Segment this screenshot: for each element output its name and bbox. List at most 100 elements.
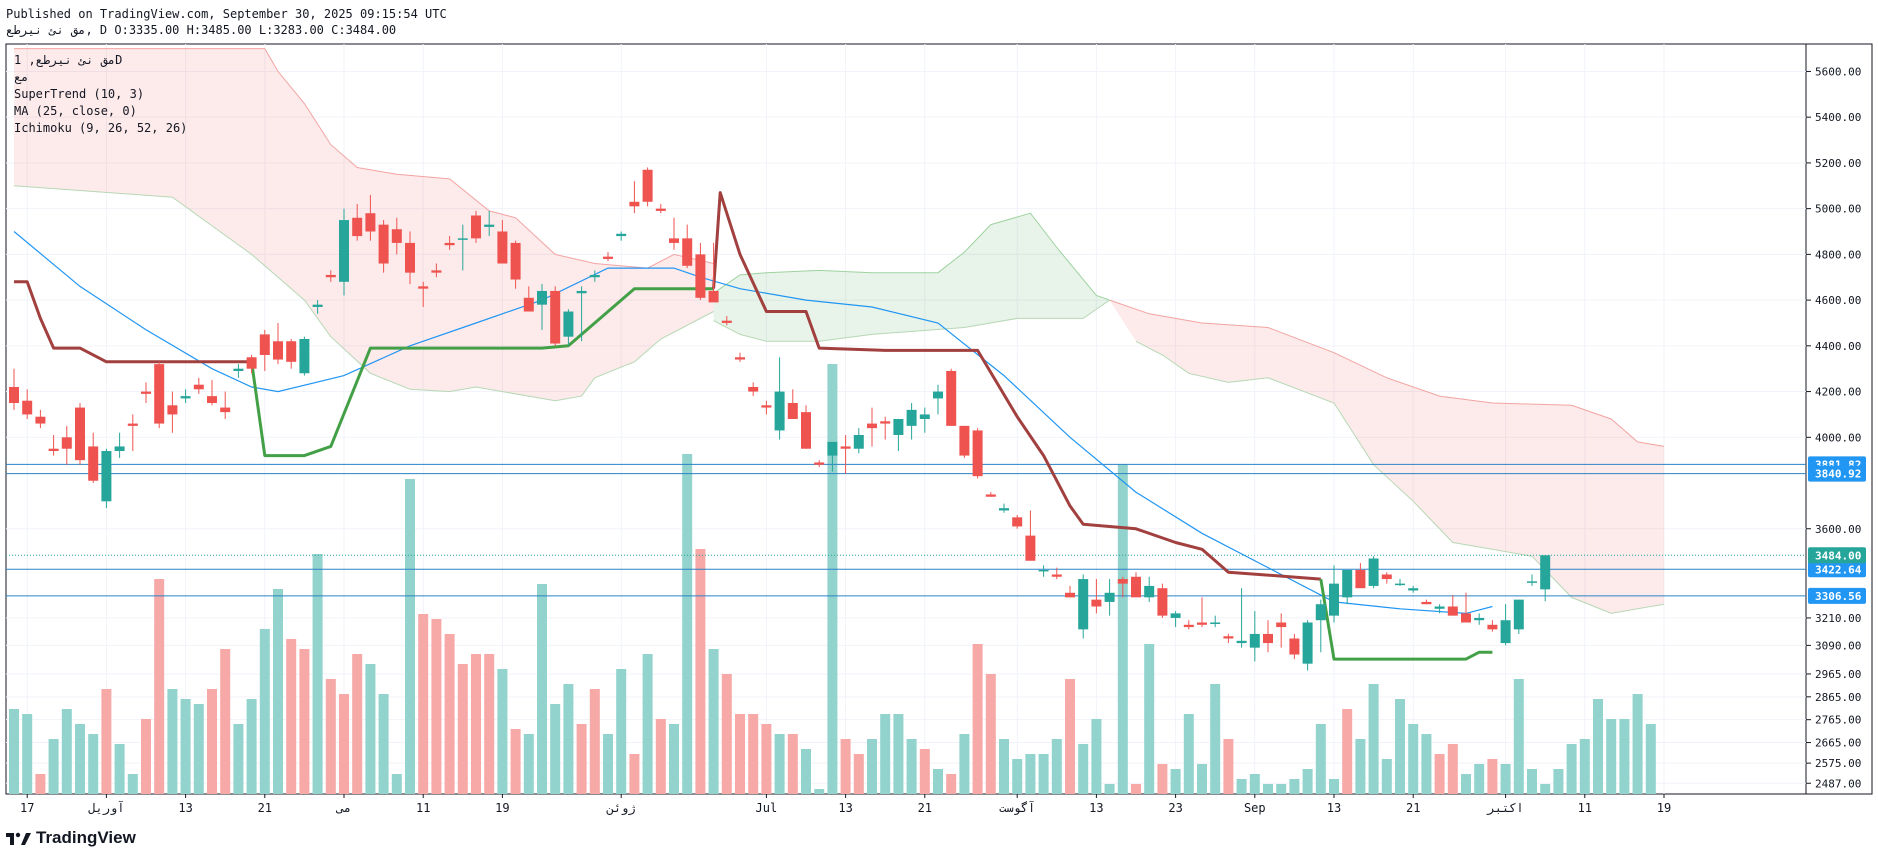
cloud-edge-top	[713, 212, 1110, 301]
volume-bar	[537, 584, 547, 794]
candle-body	[325, 274, 336, 278]
volume-bar	[365, 664, 376, 794]
candle-body	[642, 169, 653, 202]
candle-body	[1342, 569, 1353, 598]
cloud-edge-top	[1109, 299, 1665, 447]
candle-body	[233, 368, 244, 371]
candle-body	[1263, 633, 1273, 644]
volume-bar	[1038, 754, 1049, 794]
volume-bar	[1487, 759, 1498, 794]
candle-body	[589, 274, 600, 278]
volume-bar	[1329, 779, 1339, 794]
candle-body	[1157, 588, 1168, 616]
volume-bar	[735, 714, 745, 794]
candle-body	[88, 446, 99, 481]
volume-bar	[9, 709, 19, 794]
volume-bar	[1527, 769, 1537, 794]
volume-bar	[299, 649, 310, 794]
volume-bar	[576, 724, 587, 794]
volume-bar	[35, 774, 46, 794]
candle-body	[1355, 569, 1366, 589]
cloud-edge-bottom	[1135, 340, 1665, 614]
volume-bar	[127, 774, 138, 794]
volume-bar	[801, 749, 811, 794]
volume-bar	[325, 679, 336, 794]
candle-body	[1276, 622, 1287, 628]
volume-bar	[1368, 684, 1379, 794]
candle-body	[1381, 574, 1392, 580]
volume-bar	[391, 774, 402, 794]
candle-body	[972, 430, 983, 477]
candle-body	[880, 421, 891, 424]
volume-bar	[88, 734, 99, 794]
volume-bar	[1421, 734, 1432, 794]
volume-bar	[1157, 764, 1168, 794]
candle-body	[1117, 579, 1128, 584]
candle-body	[22, 400, 33, 415]
legend-supertrend[interactable]: SuperTrend (10, 3)	[14, 87, 145, 101]
volume-bar	[563, 684, 574, 794]
candle-body	[761, 405, 772, 408]
x-tick-label: 13	[1327, 801, 1341, 815]
y-tick-label: 4400.00	[1815, 340, 1861, 353]
volume-bar	[1051, 739, 1062, 794]
candle-body	[708, 290, 719, 303]
y-tick-label: 2865.00	[1815, 691, 1861, 704]
candle-body	[1104, 592, 1115, 602]
candle-body	[735, 357, 745, 360]
x-tick-label: 21	[918, 801, 932, 815]
x-tick-label: 21	[1406, 801, 1420, 815]
legend-ma[interactable]: MA (25, close, 0)	[14, 104, 137, 118]
y-tick-label: 2765.00	[1815, 714, 1861, 727]
volume-bar	[1144, 644, 1155, 794]
candle-body	[339, 220, 349, 282]
candle-body	[1329, 583, 1339, 616]
volume-bar	[22, 714, 33, 794]
volume-bar	[1606, 719, 1617, 794]
x-tick-label: 21	[258, 801, 272, 815]
legend-ichimoku[interactable]: Ichimoku (9, 26, 52, 26)	[14, 121, 188, 135]
x-tick-label: 11	[416, 801, 430, 815]
candle-body	[853, 435, 864, 449]
candle-body	[273, 341, 283, 360]
candle-body	[1223, 636, 1234, 639]
x-tick-label: ژوئن	[606, 801, 636, 816]
candle-body	[1527, 581, 1537, 583]
x-tick-label: آوریل	[88, 800, 124, 816]
volume-bar	[642, 654, 653, 794]
y-tick-label: 5000.00	[1815, 203, 1861, 216]
volume-bar	[1461, 774, 1471, 794]
candle-body	[840, 446, 851, 449]
volume-bar	[748, 714, 759, 794]
candle-body	[867, 423, 877, 429]
price-tag	[1808, 465, 1866, 482]
candle-body	[1289, 638, 1300, 655]
volume-bar	[497, 669, 508, 794]
candle-body	[431, 270, 442, 273]
price-tag	[1808, 547, 1866, 564]
candle-body	[1408, 588, 1419, 591]
y-tick-label: 2575.00	[1815, 757, 1861, 770]
candle-body	[563, 311, 574, 337]
y-tick-label: 3600.00	[1815, 523, 1861, 536]
cloud-area	[14, 48, 714, 401]
candle-body	[1236, 640, 1247, 644]
price-tag-text: 3422.64	[1815, 563, 1862, 576]
indicator-legend: مق نئ نیرطع, 1D مع SuperTrend (10, 3) MA…	[14, 52, 187, 137]
candle-body	[154, 364, 165, 424]
volume-bar	[933, 769, 943, 794]
volume-bar	[893, 714, 904, 794]
y-tick-label: 2487.00	[1815, 777, 1861, 790]
candle-body	[682, 238, 693, 266]
candle-body	[1513, 599, 1524, 630]
cloud-area	[713, 213, 1110, 342]
y-tick-label: 3090.00	[1815, 639, 1861, 652]
volume-bar	[827, 364, 838, 794]
candle-body	[391, 229, 402, 243]
candle-body	[405, 242, 415, 273]
candle-body	[933, 391, 943, 399]
volume-bar	[418, 614, 429, 794]
volume-bar	[378, 694, 389, 794]
candle-body	[1434, 606, 1445, 609]
